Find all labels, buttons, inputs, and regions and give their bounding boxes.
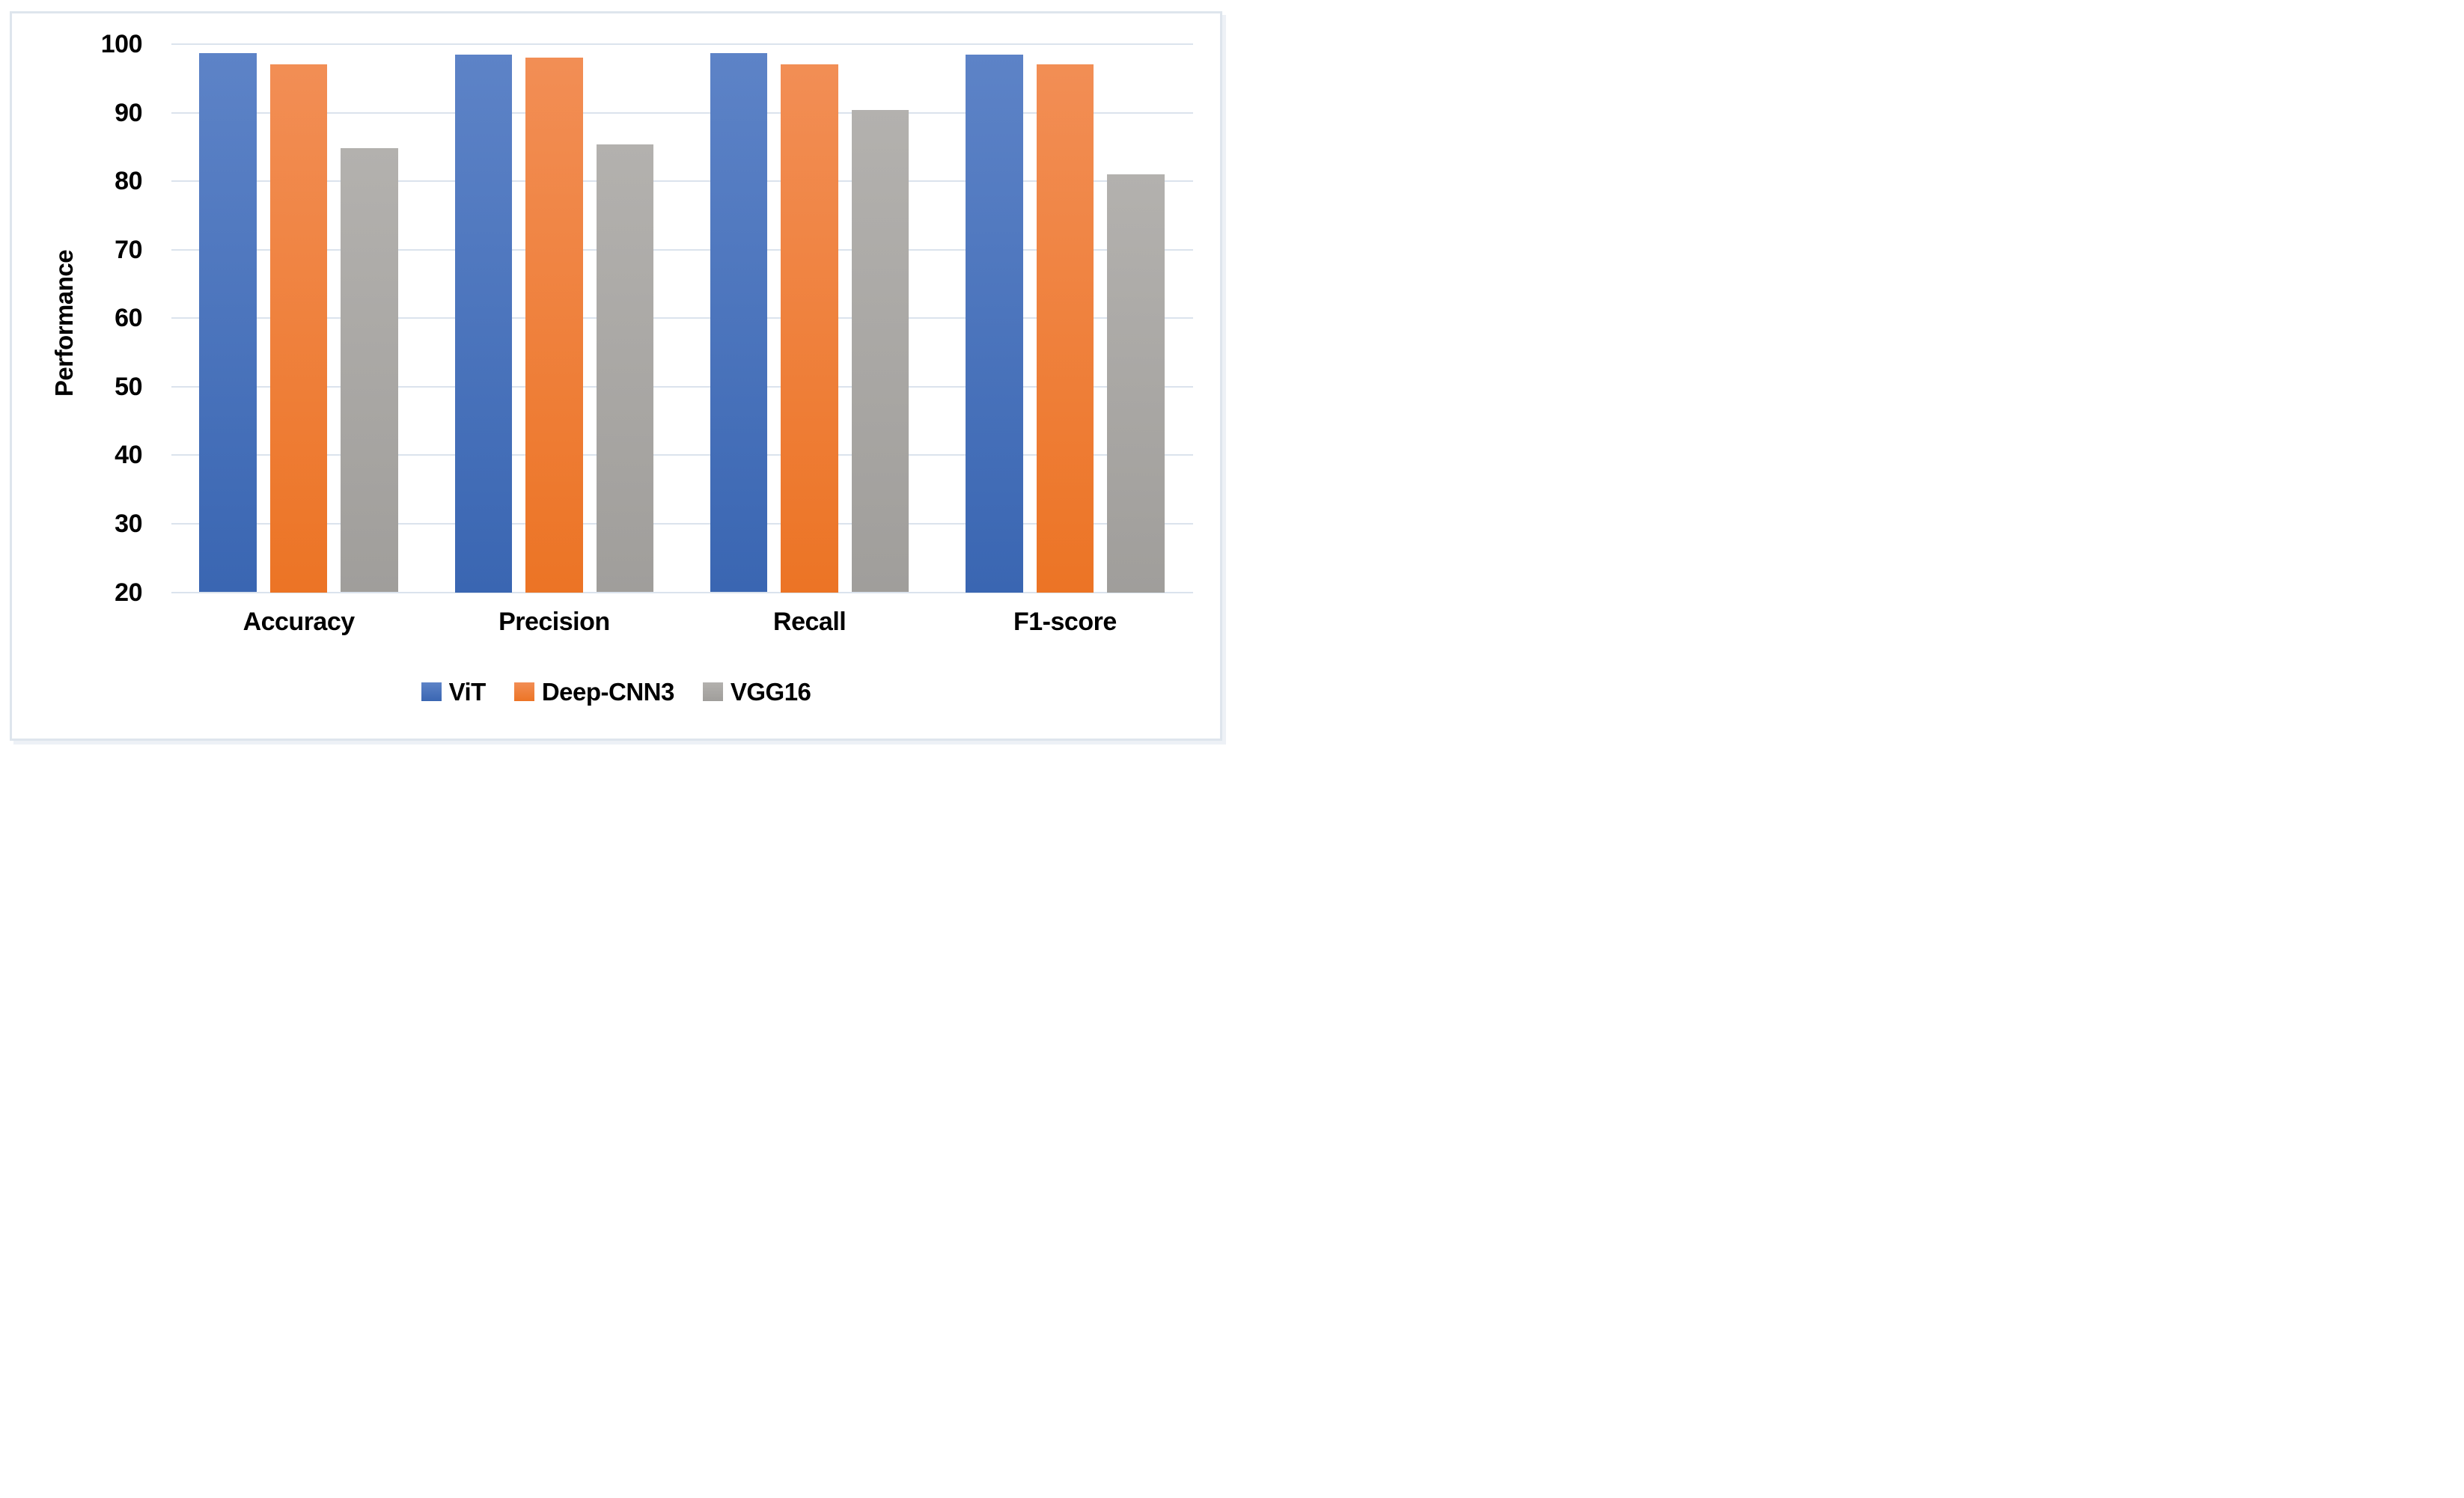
bar-deep-cnn3-precision <box>525 58 583 593</box>
bar-vit-accuracy <box>199 52 257 593</box>
gridline-50 <box>171 385 1193 388</box>
gridline-20 <box>171 591 1193 593</box>
legend-swatch-deep-cnn3-icon <box>513 682 534 701</box>
x-category-label-recall: Recall <box>773 608 847 636</box>
legend-label-deep-cnn3: Deep-CNN3 <box>541 678 675 706</box>
bar-deep-cnn3-accuracy <box>269 64 328 593</box>
bar-vgg16-precision <box>596 144 654 593</box>
legend-label-vit: ViT <box>448 678 487 706</box>
legend-swatch-vgg16-icon <box>702 682 723 701</box>
bar-vgg16-accuracy <box>341 148 398 593</box>
plot-area: 20 30 40 50 60 70 80 90 100 Accuracy Precision Rec… <box>0 0 1232 749</box>
bar-vit-recall <box>710 52 768 593</box>
bar-vgg16-f1-score <box>1107 174 1165 593</box>
legend-item-deep-cnn3: Deep-CNN3 <box>513 678 675 706</box>
bar-vit-precision <box>454 54 513 593</box>
gridline-100 <box>171 43 1193 45</box>
gridline-80 <box>171 180 1193 183</box>
gridline-60 <box>171 317 1193 320</box>
legend-swatch-vit-icon <box>421 682 442 701</box>
y-tick-label-20: 20 <box>115 578 142 607</box>
gridline-30 <box>171 522 1193 525</box>
y-tick-label-70: 70 <box>115 235 142 264</box>
y-tick-label-50: 50 <box>115 372 142 401</box>
bar-deep-cnn3-recall <box>781 64 838 593</box>
y-tick-label-30: 30 <box>115 509 142 538</box>
x-category-label-precision: Precision <box>498 608 610 636</box>
bar-vgg16-recall <box>851 109 909 593</box>
legend-item-vgg16: VGG16 <box>702 678 811 706</box>
x-category-label-accuracy: Accuracy <box>243 608 356 636</box>
gridline-70 <box>171 248 1193 251</box>
gridline-40 <box>171 454 1193 456</box>
chart-figure: 20 30 40 50 60 70 80 90 100 Accuracy Precision Rec… <box>0 0 1232 749</box>
legend-label-vgg16: VGG16 <box>730 678 811 706</box>
y-tick-label-60: 60 <box>115 304 142 333</box>
y-axis-title: Performance <box>50 249 78 397</box>
legend: ViT Deep-CNN3 VGG16 <box>0 679 1232 704</box>
gridline-90 <box>171 111 1193 114</box>
bar-vit-f1-score <box>966 54 1023 593</box>
legend-item-vit: ViT <box>421 679 486 704</box>
bar-deep-cnn3-f1-score <box>1036 64 1094 593</box>
y-tick-label-40: 40 <box>115 441 142 470</box>
y-tick-label-100: 100 <box>100 30 143 58</box>
x-category-label-f1-score: F1-score <box>1013 608 1117 636</box>
y-tick-label-90: 90 <box>115 98 142 127</box>
y-tick-label-80: 80 <box>115 167 142 196</box>
